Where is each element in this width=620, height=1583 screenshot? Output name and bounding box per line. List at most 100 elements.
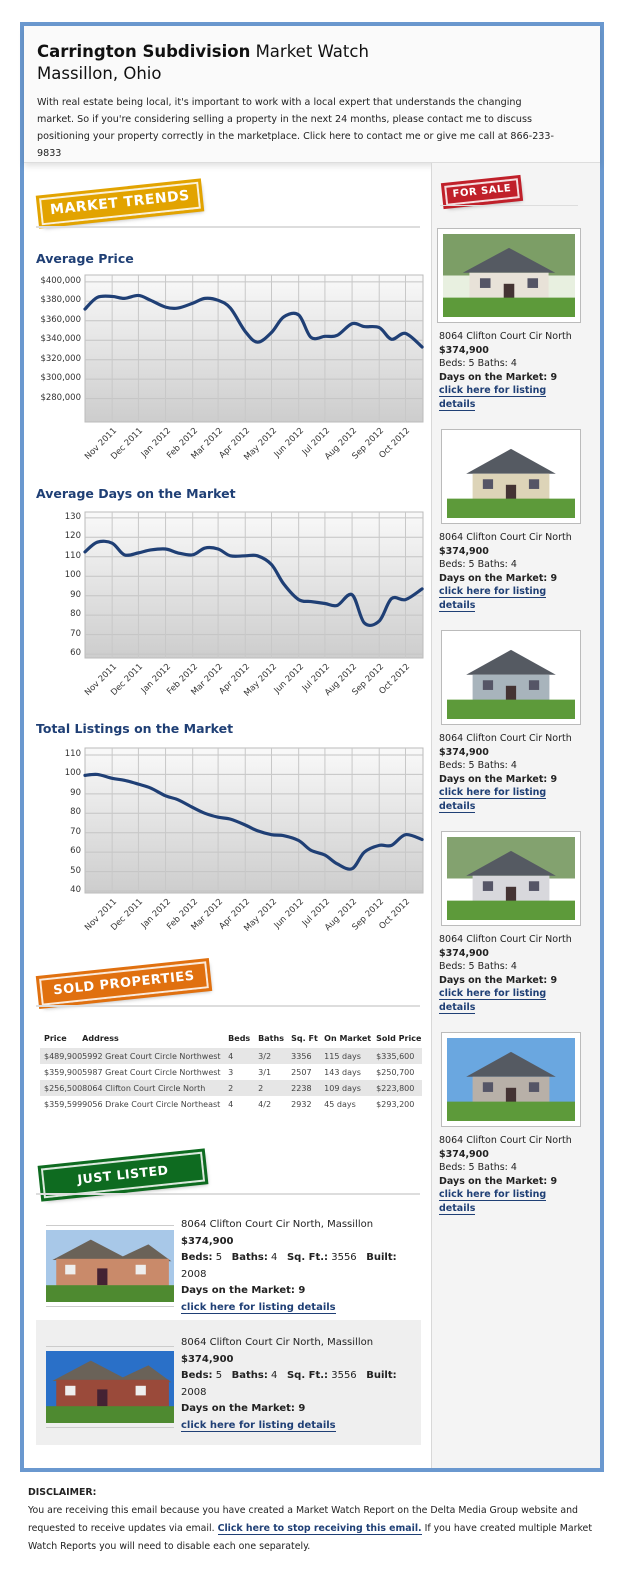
house-photo[interactable] (441, 1032, 581, 1127)
beds-label: Beds: (181, 1370, 213, 1381)
y-tick-label: 80 (70, 807, 81, 818)
y-tick-label: 100 (64, 570, 81, 581)
disclaimer-text-end: If you have created multiple Market Watc… (28, 1523, 593, 1552)
y-tick-label: 80 (70, 609, 81, 620)
page-title: Carrington Subdivision Market Watch (37, 42, 369, 61)
intro-text[interactable]: With real estate being local, it's impor… (37, 97, 554, 159)
cell-baths: 4/2 (258, 1099, 272, 1109)
listing-details-link[interactable]: click here for listing details (181, 1419, 336, 1432)
y-tick-label: $340,000 (40, 334, 81, 345)
listing-price: $374,900 (439, 1148, 489, 1160)
cell-on-market: 143 days (324, 1067, 361, 1077)
disclaimer-heading: DISCLAIMER: (28, 1487, 97, 1498)
house-photo[interactable] (441, 630, 581, 725)
house-photo[interactable] (46, 1346, 174, 1428)
plot-area (84, 511, 424, 659)
cell-beds: 4 (228, 1099, 234, 1109)
header (24, 26, 600, 163)
listing-details-link[interactable]: click here for listing details (439, 988, 547, 1014)
cell-sqft: 2932 (291, 1099, 312, 1109)
cell-price: $489,900 (40, 1048, 83, 1064)
listing-price: $374,900 (181, 1353, 234, 1365)
table-row: $489,900 5992 Great Court Circle Northwes… (40, 1048, 422, 1064)
just-listed-item: 8064 Clifton Court Cir North, Massillon … (36, 1205, 421, 1320)
listing-address: 8064 Clifton Court Cir North, Massillon (181, 1219, 374, 1230)
sqft-value: 3556 (331, 1252, 357, 1263)
y-tick-label: 70 (70, 826, 81, 837)
cell-price: $359,599 (44, 1099, 83, 1109)
col-price: Price (44, 1033, 67, 1043)
house-photo[interactable] (437, 228, 581, 323)
beds-value: 5 (215, 1370, 223, 1381)
col-sqft: Sq. Ft (291, 1033, 318, 1043)
table-row: $359,900 5987 Great Court Circle Northwes… (40, 1064, 422, 1080)
house-photo[interactable] (441, 429, 581, 524)
listing-details-link[interactable]: click here for listing details (439, 787, 547, 813)
y-tick-label: 70 (70, 628, 81, 639)
cell-address: 8064 Clifton Court Circle North (82, 1080, 229, 1096)
y-tick-label: $320,000 (40, 353, 81, 364)
y-tick-label: 130 (64, 511, 81, 522)
listing-days-on-market: Days on the Market: 9 (181, 1403, 306, 1414)
y-tick-label: 90 (70, 787, 81, 798)
sqft-value: 3556 (331, 1370, 357, 1381)
for-sale-listing: 8064 Clifton Court Cir North $374,900 Be… (437, 429, 582, 612)
cell-beds: 4 (228, 1048, 259, 1064)
divider (440, 205, 578, 206)
for-sale-listing: 8064 Clifton Court Cir North $374,900 Be… (437, 228, 582, 411)
table-row: $256,500 8064 Clifton Court Circle North 2… (40, 1080, 422, 1096)
cell-address: 5992 Great Court Circle Northwest (82, 1048, 229, 1064)
built-label: Built: (366, 1252, 397, 1263)
y-tick-label: 120 (64, 531, 81, 542)
listing-details-link[interactable]: click here for listing details (439, 385, 547, 411)
house-photo[interactable] (441, 831, 581, 926)
unsubscribe-link[interactable]: Click here to stop receiving this email. (217, 1523, 422, 1535)
listing-details-link[interactable]: click here for listing details (439, 1189, 547, 1215)
built-value: 2008 (181, 1386, 207, 1398)
y-tick-label: 100 (64, 768, 81, 779)
baths-label: Baths: (231, 1370, 268, 1381)
listing-price: $374,900 (439, 344, 489, 356)
listing-days-on-market: Days on the Market: 9 (439, 371, 558, 383)
divider (36, 1005, 420, 1007)
disclaimer: DISCLAIMER: You are receiving this email… (28, 1484, 603, 1556)
cell-sold-price: $335,600 (376, 1048, 422, 1064)
sqft-label: Sq. Ft.: (286, 1252, 329, 1263)
listing-price: $374,900 (439, 947, 489, 959)
for-sale-listing: 8064 Clifton Court Cir North $374,900 Be… (437, 630, 582, 813)
house-photo[interactable] (46, 1225, 174, 1307)
baths-label: Baths: (231, 1252, 268, 1263)
listing-beds-baths: Beds: 5 Baths: 4 (439, 559, 517, 570)
col-sold-price: Sold Price (376, 1033, 422, 1043)
col-beds: Beds (228, 1033, 251, 1043)
beds-label: Beds: (181, 1252, 213, 1263)
cell-baths: 2 (258, 1080, 292, 1096)
listing-days-on-market: Days on the Market: 9 (181, 1285, 306, 1296)
listing-days-on-market: Days on the Market: 9 (439, 974, 558, 986)
divider (36, 226, 420, 228)
listing-details-link[interactable]: click here for listing details (439, 586, 547, 612)
cell-price: $359,900 (44, 1067, 83, 1077)
chart-title-average-price: Average Price (36, 251, 134, 266)
listing-days-on-market: Days on the Market: 9 (439, 1175, 558, 1187)
y-tick-label: $400,000 (40, 275, 81, 286)
cell-baths: 3/1 (258, 1067, 272, 1077)
cell-sqft: 3356 (291, 1048, 325, 1064)
for-sale-listing: 8064 Clifton Court Cir North $374,900 Be… (437, 1032, 582, 1215)
sold-properties-table: Price Address Beds Baths Sq. Ft On Marke… (40, 1028, 422, 1112)
y-tick-label: $300,000 (40, 373, 81, 384)
cell-price: $256,500 (40, 1080, 83, 1096)
listing-address: 8064 Clifton Court Cir North (439, 331, 572, 342)
title-suffix: Market Watch (250, 42, 369, 61)
for-sale-listing: 8064 Clifton Court Cir North $374,900 Be… (437, 831, 582, 1014)
listing-specs: Beds: 5 Baths: 4 Sq. Ft.: 3556 Built: 20… (181, 1368, 421, 1401)
listing-days-on-market: Days on the Market: 9 (439, 572, 558, 584)
plot-area (84, 274, 424, 423)
listing-address: 8064 Clifton Court Cir North (439, 532, 572, 543)
listing-details-link[interactable]: click here for listing details (181, 1301, 336, 1314)
listing-address: 8064 Clifton Court Cir North (439, 934, 572, 945)
cell-sqft: 2238 (291, 1080, 325, 1096)
listing-address: 8064 Clifton Court Cir North (439, 733, 572, 744)
cell-sold-price: $293,200 (376, 1099, 415, 1109)
cell-on-market: 109 days (324, 1080, 377, 1096)
